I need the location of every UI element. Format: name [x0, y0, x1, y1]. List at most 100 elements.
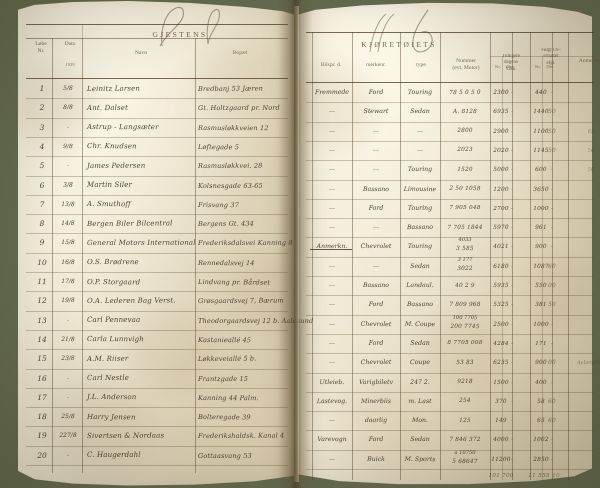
cell-type: M. Sports [404, 455, 436, 463]
cell-dato: 13/8 [61, 200, 75, 208]
right-vrule-sub-0 [502, 56, 503, 480]
cell-lope-nr: 19 [37, 431, 47, 441]
right-row-rule [306, 237, 594, 239]
cell-bilspr: --- [328, 301, 336, 309]
cell-navn: General Motors International [86, 238, 196, 247]
right-vrule-0 [312, 32, 313, 480]
left-row-rule [26, 252, 288, 254]
cell-navn: O.S. Brødrene [86, 258, 139, 267]
right-vrule-4 [490, 32, 491, 480]
cell-bilspr: --- [328, 281, 336, 290]
cell-folgt-ore: - [550, 321, 554, 328]
right-vrule-5 [512, 32, 513, 480]
left-row-rule [26, 465, 288, 466]
money-subhead: Kr. [495, 64, 501, 69]
cell-folgt-ore: 50 [548, 147, 556, 154]
right-row-rule [306, 469, 594, 470]
cell-tidligere-ore: - [510, 225, 514, 232]
cell-lope-nr: 17 [37, 392, 47, 402]
cell-tidligere-ore: - [510, 263, 514, 270]
right-vrule-8 [568, 32, 569, 480]
cell-lope-nr: 13 [37, 315, 47, 325]
cell-nummer: 5 68647 [452, 458, 478, 465]
cell-bilspr: --- [328, 204, 336, 212]
cell-bopel: Frederikshaldsk. Kanal 4 [197, 431, 285, 441]
cell-dato: 3/8 [63, 181, 73, 189]
right-row-rule [306, 449, 594, 451]
cell-anmerkning: 56 [587, 147, 595, 154]
money-subhead: Øre [506, 64, 514, 69]
cell-dato: 8/8 [63, 104, 73, 112]
cell-merkenr: Ford [368, 339, 384, 347]
cell-lope-nr: 5 [39, 161, 45, 171]
cell-merkenr: --- [372, 166, 380, 174]
cell-nummer: A. 8128 [452, 108, 478, 115]
cell-dato: - [66, 162, 70, 170]
cell-merkenr: Chevrolet [360, 320, 392, 328]
cell-bilspr: Varevogn [317, 436, 347, 444]
cell-merkenr: Minerbiis [360, 397, 392, 405]
cell-bilspr: Utleieb. [319, 378, 345, 386]
cell-folgt-ore: 50 [548, 128, 556, 135]
cell-navn: Sivertsen & Nordaas [86, 431, 165, 440]
cell-lope-nr: 12 [37, 296, 47, 306]
left-vrule-navn [195, 38, 196, 473]
cell-bopel: Lindvang pr. Bårdset [197, 278, 271, 287]
cell-navn: O.A. Lederen Bag Verst. [86, 296, 176, 305]
right-page-banner: KJØRETØIETS [361, 40, 437, 49]
cell-merkenr: Ford [368, 301, 384, 309]
cell-dato: - [66, 374, 70, 382]
cell-nummer: 7 905 048 [449, 205, 481, 212]
cell-folgt-kr: 1000 [533, 205, 549, 212]
right-rule-money-split [490, 56, 594, 57]
cell-bilspr: --- [328, 262, 336, 270]
right-row-rule [306, 160, 594, 162]
cell-nummer: 7 705 1844 [447, 224, 483, 231]
cell-folgt-kr: 171 [535, 340, 547, 347]
cell-dato: - [66, 393, 70, 401]
money-subhead: Øre [546, 64, 554, 69]
cell-folgt-ore: 50 [548, 302, 556, 309]
cell-bilspr: --- [328, 127, 336, 135]
cell-merkenr: Stewart [363, 108, 389, 116]
cell-bilspr: --- [328, 417, 336, 425]
cell-type: --- [416, 127, 424, 135]
cell-navn: Carla Lunnvigh [86, 335, 144, 344]
right-row-rule [306, 276, 594, 277]
cell-merkenr: --- [372, 127, 380, 135]
cell-navn: Chr. Knudsen [86, 142, 137, 151]
left-row-rule [26, 329, 288, 331]
cell-folgt-ore: - [550, 456, 554, 463]
cell-nummer: 8 7705 008 [447, 340, 483, 347]
colhead-bopel: Bopæl [232, 50, 248, 56]
left-rule-banner [26, 38, 288, 39]
cell-tidligere-kr: 4284 [493, 340, 509, 347]
cell-nummer-secondary: a 10750 [454, 449, 476, 456]
colhead-tidligere: Tidligere dagens Vask. [501, 54, 521, 72]
right-row-rule [306, 198, 594, 200]
cell-type: --- [416, 146, 424, 154]
right-row-rule [306, 179, 594, 181]
left-vrule-dato [82, 38, 83, 473]
cell-nummer: 2 50 1058 [449, 185, 481, 193]
cell-folgt-ore: - [550, 205, 554, 212]
cell-lope-nr: 3 [39, 122, 45, 132]
cell-bopel: Rasmusløkkvei. 28 [197, 161, 263, 171]
cell-type: Touring [407, 204, 433, 212]
cell-merkenr: Bassano [362, 281, 390, 290]
right-row-rule [306, 218, 594, 220]
cell-bopel: Frederiksdalsvei Kanning 8 [197, 239, 293, 248]
cell-merkenr: Ford [368, 204, 384, 212]
cell-navn: J.L. Anderson [86, 393, 137, 402]
left-row-rule [26, 368, 288, 370]
cell-navn: A. Smuthoff [86, 200, 131, 209]
cell-bilspr: --- [328, 146, 336, 154]
right-row-rule [306, 102, 594, 104]
right-row-rule [306, 121, 594, 123]
cell-folgt-ore: - [550, 340, 554, 347]
right-vrule-7 [552, 32, 553, 480]
cell-bopel: Gt. Holtzgaard pr. Nord [197, 104, 280, 113]
cell-merkenr: --- [372, 224, 380, 232]
money-subhead: Kr. [535, 64, 541, 69]
cell-lope-nr: 18 [37, 412, 47, 422]
